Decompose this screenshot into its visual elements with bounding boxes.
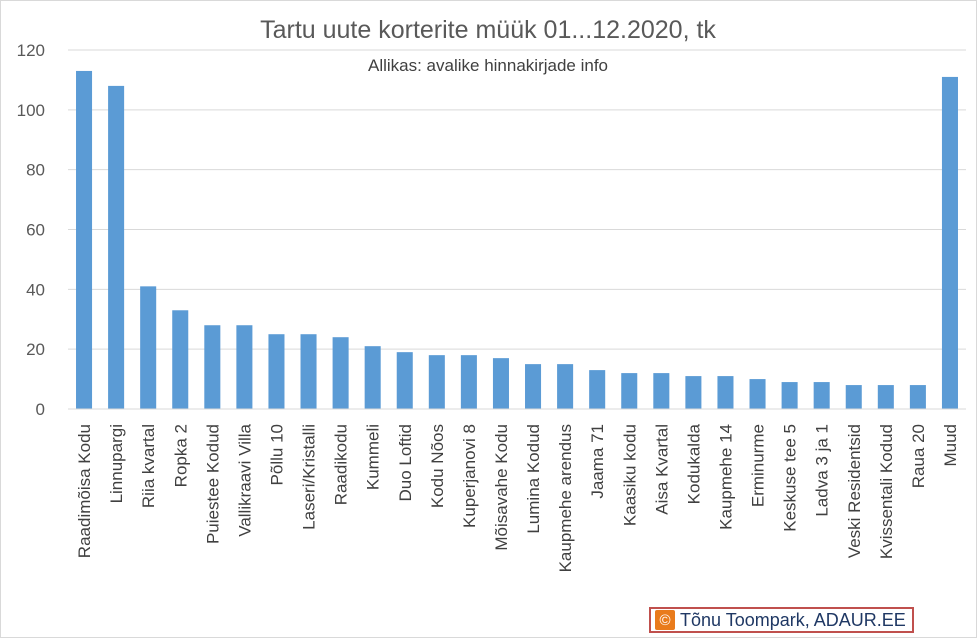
bar [364, 346, 381, 409]
x-tick-label: Kaupmehe arendus [556, 424, 575, 572]
y-tick-label: 40 [26, 280, 45, 299]
bar [428, 355, 445, 409]
x-tick-label: Jaama 71 [588, 424, 607, 499]
bar [140, 286, 157, 409]
x-tick-label: Riia kvartal [139, 424, 158, 508]
x-tick-label: Lumina Kodud [524, 424, 543, 534]
y-tick-label: 80 [26, 161, 45, 180]
bar [621, 373, 638, 409]
bar [589, 370, 606, 409]
bar [717, 376, 734, 409]
x-tick-label: Vallikraavi Villa [235, 423, 254, 536]
bar [845, 385, 862, 409]
bar [332, 337, 349, 409]
chart-title: Tartu uute korterite müük 01...12.2020, … [260, 16, 716, 44]
chart-subtitle: Allikas: avalike hinnakirjade info [368, 56, 608, 75]
x-tick-label: Ladva 3 ja 1 [813, 424, 832, 517]
x-tick-label: Kodu Nõos [428, 424, 447, 508]
x-tick-label: Raadimõisa Kodu [75, 424, 94, 558]
x-tick-label: Laseri/Kristalli [300, 424, 319, 530]
x-tick-label: Mõisavahe Kodu [492, 424, 511, 551]
bar [525, 364, 542, 409]
bar [300, 334, 317, 409]
bars [76, 70, 958, 410]
y-tick-label: 20 [26, 340, 45, 359]
bar [877, 385, 894, 409]
copyright-icon: © [655, 610, 675, 630]
x-tick-label: Keskuse tee 5 [781, 424, 800, 532]
y-tick-label: 60 [26, 221, 45, 240]
bar [204, 325, 221, 409]
x-tick-label: Raadikodu [332, 424, 351, 505]
x-tick-label: Raua 20 [909, 424, 928, 488]
bar [557, 364, 574, 409]
x-tick-label: Ropka 2 [171, 424, 190, 487]
bar [108, 85, 125, 410]
bar [76, 70, 93, 410]
x-tick-label: Kaasiku kodu [620, 424, 639, 526]
credit-badge: © Tõnu Toompark, ADAUR.EE [649, 607, 914, 633]
x-axis: Raadimõisa Kodu Linnupargi Riia kvartal Rop… [75, 423, 960, 572]
x-tick-label: Linnupargi [107, 424, 126, 503]
bar [749, 379, 766, 409]
x-tick-label: Kodukalda [684, 423, 703, 504]
x-tick-label: Puiestee Kodud [203, 424, 222, 544]
bar [492, 358, 509, 409]
x-tick-label: Kaupmehe 14 [716, 424, 735, 530]
bar [813, 382, 830, 409]
y-tick-label: 120 [17, 41, 45, 60]
x-tick-label: Aisa Kvartal [652, 424, 671, 515]
x-tick-label: Duo Loftid [396, 424, 415, 502]
x-tick-label: Muud [941, 424, 960, 467]
y-tick-label: 100 [17, 101, 45, 120]
x-tick-label: Kuperjanovi 8 [460, 424, 479, 528]
x-tick-label: Kvissentali Kodud [877, 424, 896, 559]
credit-text: Tõnu Toompark, ADAUR.EE [680, 609, 906, 630]
bar [172, 310, 189, 409]
y-axis: 0 20 40 60 80 100 120 [17, 41, 45, 419]
x-tick-label: Kummeli [364, 424, 383, 490]
y-tick-label: 0 [36, 400, 45, 419]
x-tick-label: Veski Residentsid [845, 424, 864, 558]
bar [941, 76, 958, 410]
bar [909, 385, 926, 409]
x-tick-label: Põllu 10 [267, 424, 286, 485]
bar [685, 376, 702, 409]
bar [396, 352, 413, 409]
x-tick-label: Erminurme [749, 424, 768, 507]
bar [460, 355, 477, 409]
bar [653, 373, 670, 409]
bar [236, 325, 253, 409]
bar [781, 382, 798, 409]
gridlines [68, 49, 966, 350]
bar [268, 334, 285, 409]
